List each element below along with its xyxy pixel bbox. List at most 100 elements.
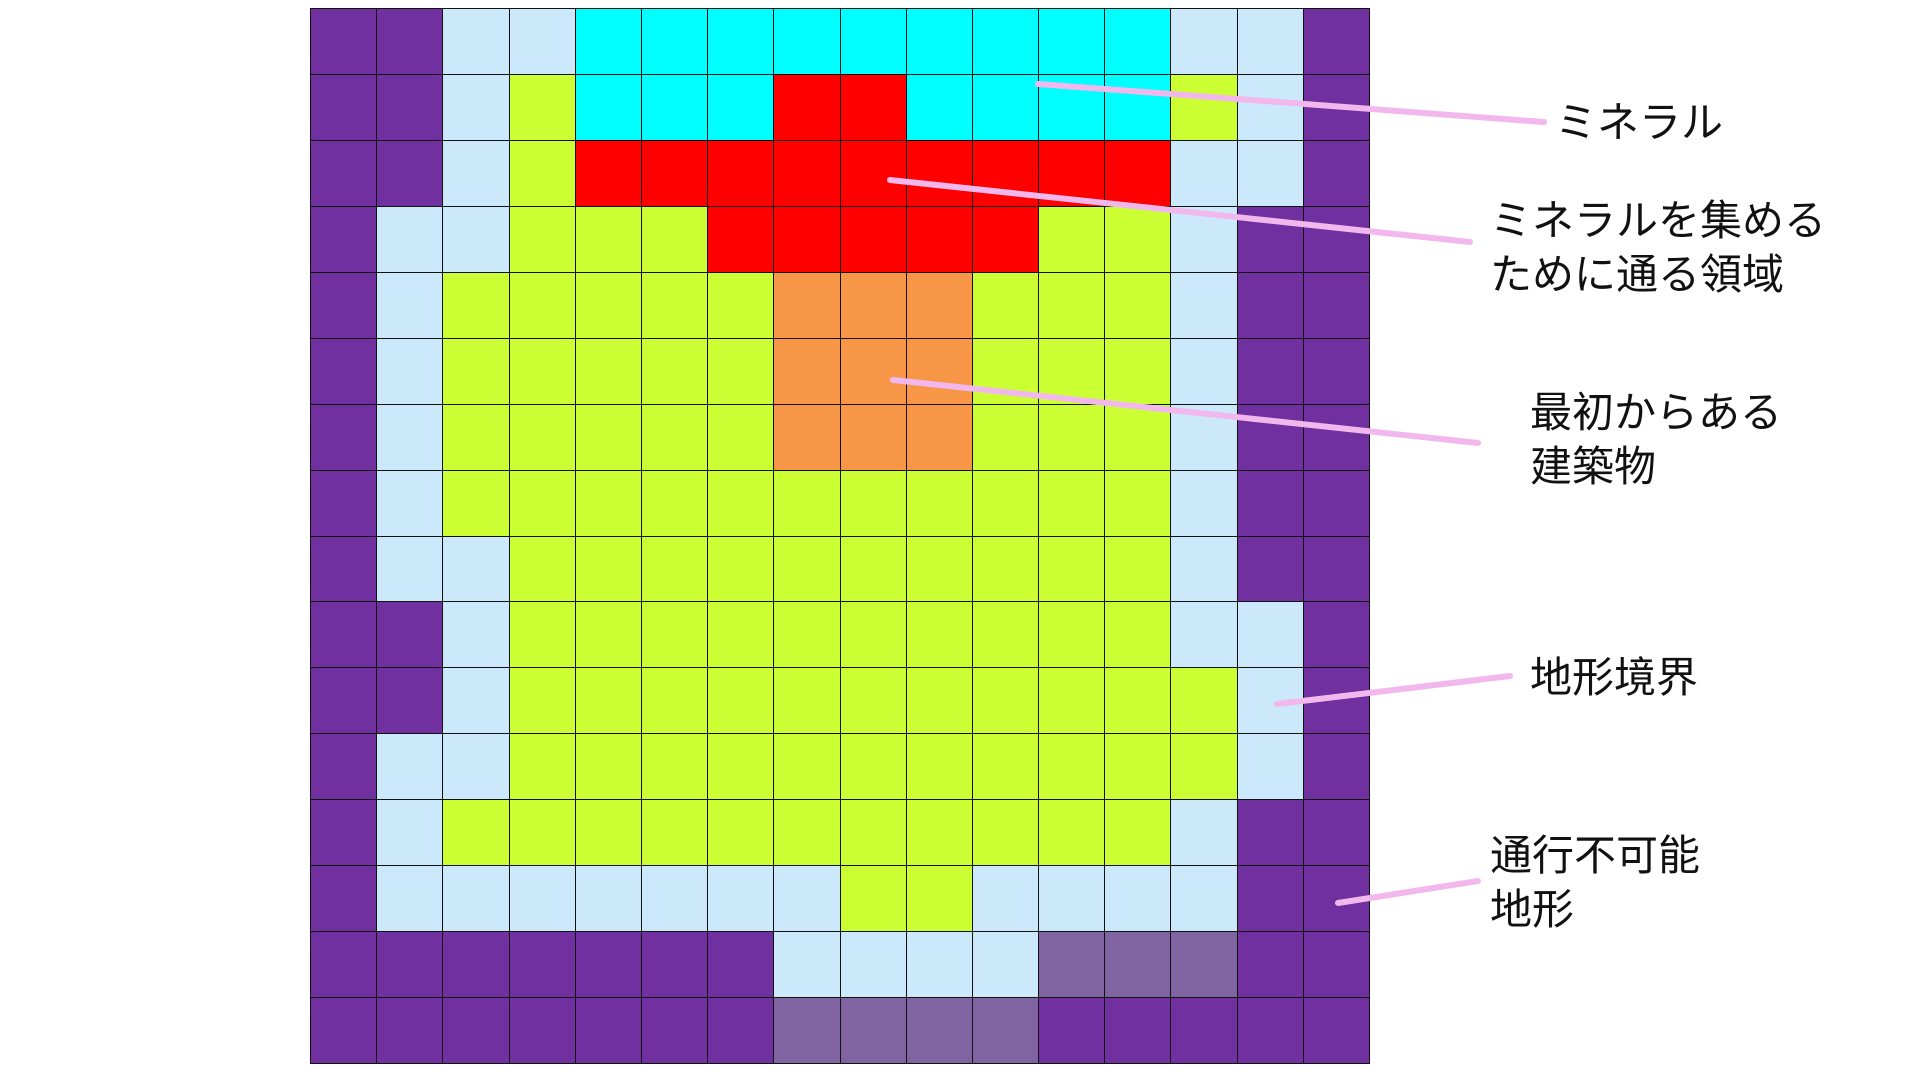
tile-ground: [641, 470, 709, 537]
tile-impassable: [311, 668, 378, 735]
tile-ground: [1105, 602, 1172, 669]
tile-boundary: [1237, 74, 1304, 141]
tile-boundary: [1171, 404, 1238, 471]
tile-ground: [509, 470, 576, 537]
tile-ground: [1171, 734, 1238, 801]
tile-ground: [1039, 206, 1106, 273]
tile-boundary: [1171, 602, 1238, 669]
tile-impassable: [1303, 404, 1370, 471]
tile-impassable: [311, 272, 378, 339]
tile-ground: [443, 470, 510, 537]
tile-boundary: [509, 9, 576, 75]
tile-ground: [1105, 272, 1172, 339]
tile-ground: [641, 734, 709, 801]
tile-ground: [641, 404, 709, 471]
tile-impassable: [641, 998, 709, 1064]
tile-mineral: [1039, 9, 1106, 75]
tile-impassable: [311, 734, 378, 801]
tile-boundary: [377, 338, 444, 405]
tile-impassable: [1171, 998, 1238, 1064]
tile-boundary: [774, 866, 841, 933]
tile-impassable: [377, 74, 444, 141]
tile-ground: [575, 404, 642, 471]
tile-impassable: [311, 338, 378, 405]
tile-ground: [575, 470, 642, 537]
tile-boundary: [1171, 536, 1238, 603]
tile-boundary: [1171, 272, 1238, 339]
tile-ground: [840, 800, 907, 867]
label-mineral: ミネラル: [1555, 96, 1723, 150]
label-impassable-line1: 通行不可能: [1490, 831, 1701, 880]
tile-impassable: [1237, 404, 1304, 471]
tile-ground: [708, 734, 775, 801]
tile-impassable: [377, 932, 444, 999]
tile-ground: [774, 536, 841, 603]
tile-building: [840, 272, 907, 339]
tile-boundary: [575, 866, 642, 933]
tile-impassable: [311, 140, 378, 207]
label-building: 最初からある 建築物: [1530, 386, 1782, 494]
tile-harvest-path: [1105, 140, 1172, 207]
tile-boundary: [1237, 668, 1304, 735]
tile-boundary: [1105, 866, 1172, 933]
tile-boundary: [1171, 470, 1238, 537]
tile-ground: [1171, 668, 1238, 735]
tile-boundary: [377, 206, 444, 273]
tile-impassable: [311, 602, 378, 669]
tile-boundary: [1237, 140, 1304, 207]
tile-building: [906, 404, 973, 471]
tile-boundary: [443, 140, 510, 207]
tile-ground: [641, 338, 709, 405]
tile-harvest-path: [972, 140, 1040, 207]
tile-harvest-path: [840, 206, 907, 273]
tile-ground: [575, 206, 642, 273]
tile-boundary: [641, 866, 709, 933]
tile-ground: [906, 470, 973, 537]
tile-mineral: [1105, 9, 1172, 75]
tile-impassable-muted: [840, 998, 907, 1064]
tile-ground: [708, 470, 775, 537]
tile-boundary: [1171, 866, 1238, 933]
tile-ground: [1039, 800, 1106, 867]
tile-ground: [443, 272, 510, 339]
tile-ground: [774, 734, 841, 801]
tile-boundary: [443, 734, 510, 801]
tile-ground: [708, 800, 775, 867]
tile-boundary: [377, 470, 444, 537]
tile-impassable: [1303, 9, 1370, 75]
tile-ground: [840, 536, 907, 603]
tile-ground: [708, 668, 775, 735]
tile-boundary: [972, 866, 1040, 933]
label-building-line1: 最初からある: [1530, 388, 1783, 437]
tile-ground: [641, 206, 709, 273]
tile-ground: [575, 338, 642, 405]
tile-ground: [641, 272, 709, 339]
tile-boundary: [443, 74, 510, 141]
tile-ground: [972, 338, 1040, 405]
tile-impassable: [311, 404, 378, 471]
tile-impassable-muted: [774, 998, 841, 1064]
tile-impassable: [1237, 800, 1304, 867]
tile-ground: [509, 338, 576, 405]
tile-ground: [906, 602, 973, 669]
tile-impassable: [311, 800, 378, 867]
tile-ground: [972, 800, 1040, 867]
tile-boundary: [972, 932, 1040, 999]
tile-ground: [972, 470, 1040, 537]
tile-boundary: [1171, 140, 1238, 207]
tile-impassable: [1303, 668, 1370, 735]
tile-impassable: [1303, 602, 1370, 669]
label-path-area: ミネラルを集める ために通る領域: [1490, 194, 1826, 302]
tile-ground: [840, 602, 907, 669]
tile-impassable-muted: [906, 998, 973, 1064]
tile-impassable: [377, 602, 444, 669]
tile-boundary: [1171, 9, 1238, 75]
tile-building: [774, 272, 841, 339]
tile-mineral: [1039, 74, 1106, 141]
tile-impassable: [1303, 470, 1370, 537]
tile-ground: [509, 800, 576, 867]
tile-building: [906, 272, 973, 339]
tile-building: [774, 404, 841, 471]
tile-impassable: [1303, 140, 1370, 207]
tile-boundary: [443, 9, 510, 75]
